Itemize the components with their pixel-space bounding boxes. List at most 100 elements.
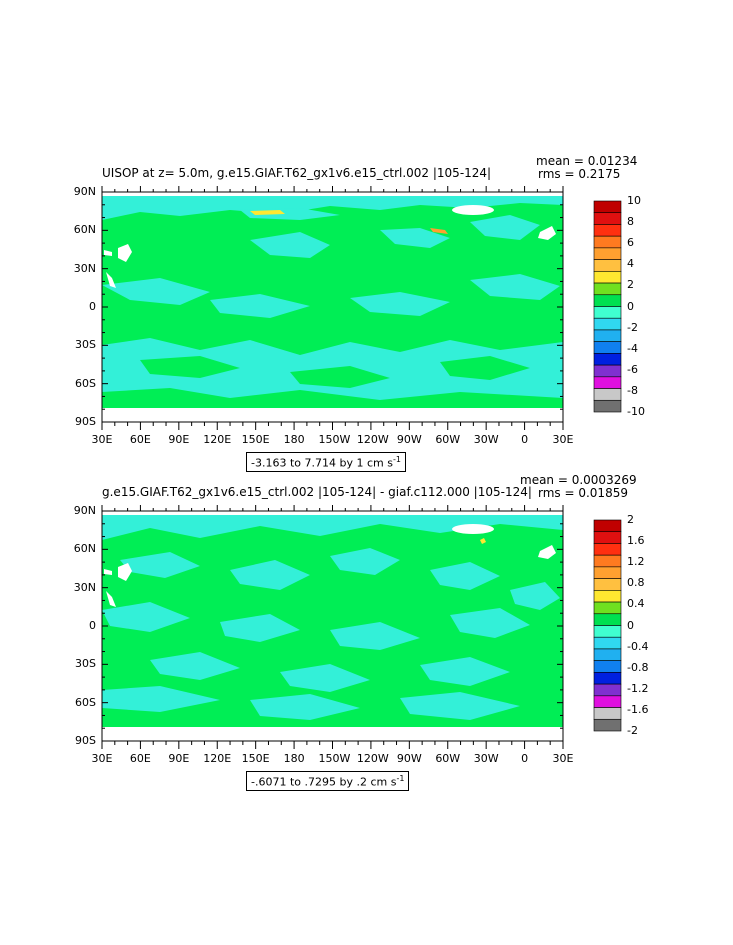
lat-tick-label: 0 [89,300,96,313]
colorbar-label: 0 [627,299,634,313]
lon-tick-label: 0 [521,752,529,765]
colorbar-label: 2 [627,278,634,292]
lat-tick-label: 60N [73,542,96,556]
lon-tick-label: 150E [241,433,270,446]
lon-tick-label: 150E [241,752,270,765]
lon-tick-label: 150W [318,433,351,446]
colorbar-swatch [593,224,622,237]
panel2-rms: rms = 0.01859 [538,486,628,500]
lon-tick-label: 120E [203,752,232,765]
colorbar-swatch [593,707,622,720]
colorbar-swatch [593,648,622,661]
lat-tick-label: 0 [89,619,96,632]
panel2-range-label: -.6071 to .7295 by .2 cm s-1 [246,771,410,791]
colorbar-swatch [593,566,622,579]
lat-tick-label: 60S [75,695,96,709]
lat-tick-label: 90N [73,185,96,198]
colorbar-swatch [593,672,622,685]
colorbar-swatch [593,353,622,366]
colorbar-swatch [593,341,622,354]
panel1-range-label: -3.163 to 7.714 by 1 cm s-1 [246,452,406,472]
colorbar-label: 1.6 [627,534,645,548]
lat-tick-label: 30S [75,338,96,352]
colorbar-swatch [593,271,622,284]
lon-tick-label: 150W [318,752,351,765]
lat-tick-label: 60N [73,223,96,237]
lat-tick-label: 30S [75,657,96,671]
lon-tick-label: 30E [552,752,574,765]
lon-tick-label: 60W [435,433,461,446]
lon-tick-label: 30W [473,433,499,446]
lon-tick-label: 90W [396,433,422,446]
panel1-map [102,192,563,422]
colorbar-label: 0.4 [627,597,645,611]
colorbar-label: 8 [627,215,634,229]
colorbar-label: 4 [627,257,634,271]
colorbar-swatch [593,613,622,626]
lon-tick-label: 120W [356,752,389,765]
colorbar-label: -1.6 [627,702,649,716]
colorbar-swatch [593,259,622,272]
colorbar-swatch [593,531,622,544]
colorbar-swatch [593,247,622,260]
panel1-mean: mean = 0.01234 [536,154,638,168]
lon-tick-label: 60E [129,433,151,446]
colorbar-label: 2 [627,513,634,526]
colorbar-swatch [593,364,622,378]
colorbar-swatch [593,376,622,389]
colorbar-swatch [593,388,622,401]
lat-tick-label: 90S [75,415,96,428]
lat-tick-label: 60S [75,376,96,390]
colorbar-swatch [593,660,622,673]
lon-tick-label: 60E [129,752,151,765]
lon-tick-label: 30E [91,752,113,765]
colorbar-swatch [593,306,622,319]
colorbar-swatch [593,695,622,708]
colorbar-swatch [593,718,622,732]
lon-tick-label: 30W [473,752,499,765]
axis-ticks [101,186,564,749]
colorbar-swatch [593,294,622,307]
lat-tick-label: 90N [73,504,96,517]
colorbar-label: -10 [627,405,645,418]
panel2-map [102,511,563,741]
lon-tick-label: 180 [283,433,305,446]
colorbar-label: -2 [627,724,638,737]
colorbar-swatch [593,578,622,591]
colorbar-swatch [593,519,622,533]
colorbar-label: 0.8 [627,576,645,590]
lon-tick-label: 0 [521,433,529,446]
colorbar-swatch [593,554,622,568]
lon-tick-label: 90W [396,752,422,765]
lon-tick-label: 30E [552,433,574,446]
lon-tick-label: 180 [283,752,305,765]
colorbar-label: -6 [627,362,638,376]
colorbar-label: 1.2 [627,555,645,569]
colorbar-swatch [593,683,622,697]
lat-tick-label: 30N [73,261,96,275]
colorbar-label: -0.8 [627,660,649,674]
colorbar-swatch [593,282,622,296]
colorbar-label: -2 [627,320,638,334]
panel1-title: UISOP at z= 5.0m, g.e15.GIAF.T62_gx1v6.e… [102,166,492,180]
colorbar-swatch [593,212,622,225]
panel2-mean: mean = 0.0003269 [520,473,637,487]
colorbar-swatch [593,625,622,638]
panel1-rms: rms = 0.2175 [538,167,621,181]
colorbar-label: 10 [627,194,641,207]
colorbar-swatch [593,543,622,556]
lon-tick-label: 90E [168,752,190,765]
colorbar-swatch [593,235,622,249]
colorbar-swatch [593,636,622,650]
colorbar-swatch [593,317,622,331]
lon-tick-label: 60W [435,752,461,765]
colorbar-swatch [593,399,622,413]
colorbars [593,200,622,732]
colorbar-label: -4 [627,341,638,355]
colorbar-label: 0 [627,618,634,632]
lon-tick-label: 120W [356,433,389,446]
lon-tick-label: 90E [168,433,190,446]
lon-tick-label: 120E [203,433,232,446]
lon-tick-label: 30E [91,433,113,446]
